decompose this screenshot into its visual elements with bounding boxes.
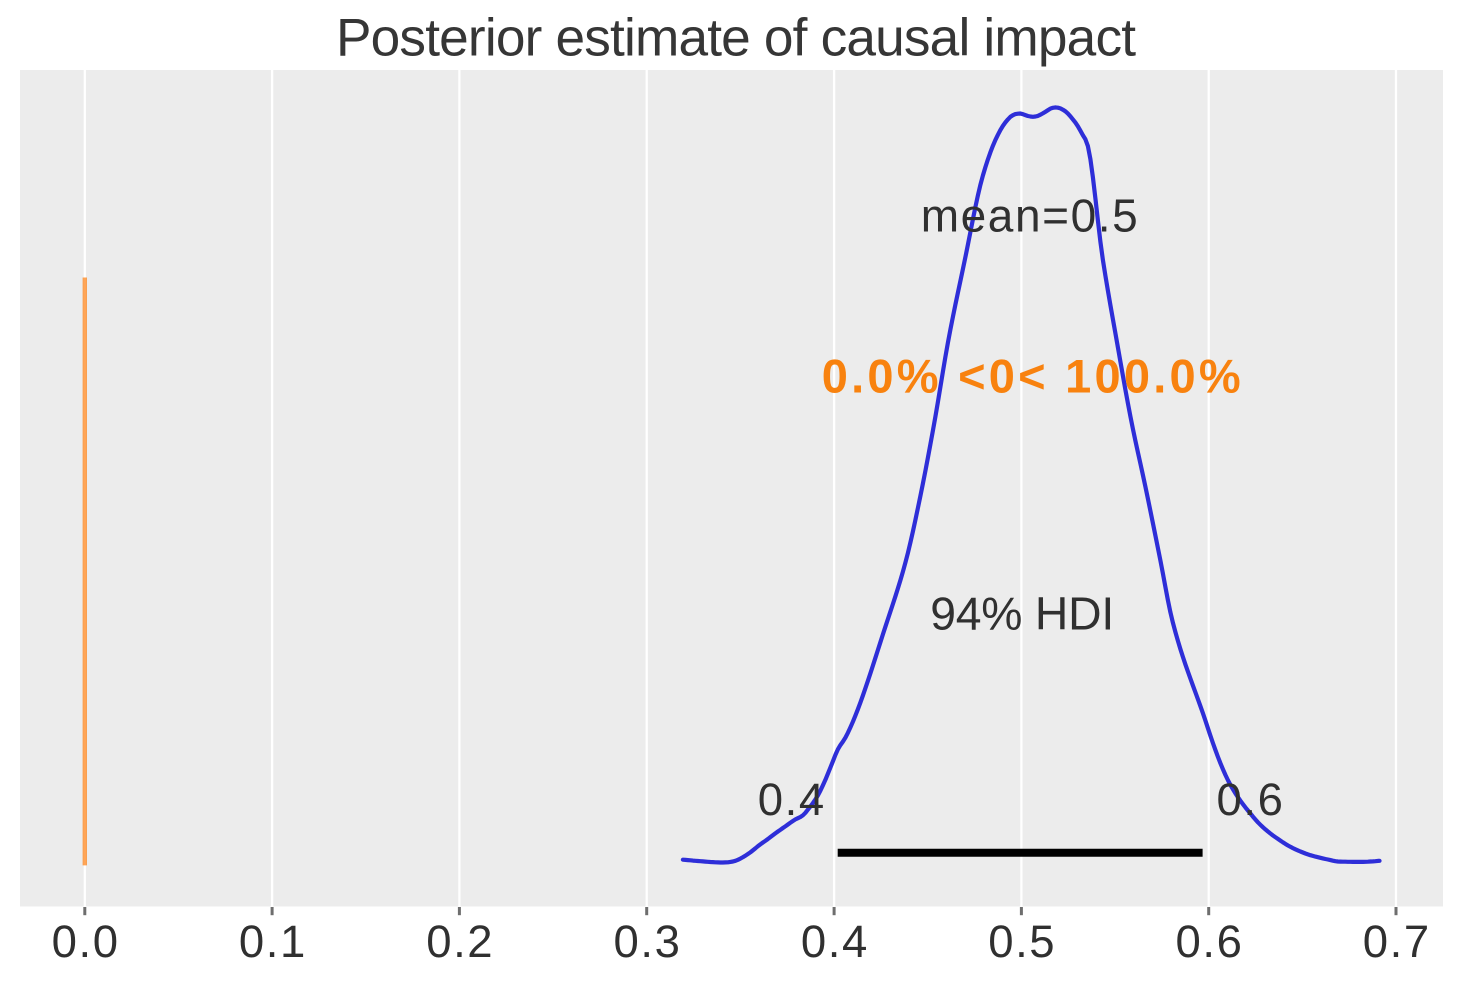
svg-text:0.2: 0.2 xyxy=(426,916,492,967)
svg-text:Posterior estimate of causal i: Posterior estimate of causal impact xyxy=(336,8,1136,67)
svg-text:0.6: 0.6 xyxy=(1176,916,1242,967)
svg-text:0.3: 0.3 xyxy=(614,916,680,967)
svg-text:0.4: 0.4 xyxy=(801,916,867,967)
svg-text:0.0: 0.0 xyxy=(52,916,118,967)
svg-text:0.6: 0.6 xyxy=(1217,774,1283,825)
svg-text:94% HDI: 94% HDI xyxy=(930,588,1114,640)
svg-text:mean=0.5: mean=0.5 xyxy=(921,190,1138,242)
svg-text:0.7: 0.7 xyxy=(1363,916,1429,967)
svg-text:0.1: 0.1 xyxy=(239,916,305,967)
svg-text:0.5: 0.5 xyxy=(988,916,1054,967)
svg-text:0.4: 0.4 xyxy=(758,774,824,825)
svg-text:0.0% <0< 100.0%: 0.0% <0< 100.0% xyxy=(822,350,1241,403)
